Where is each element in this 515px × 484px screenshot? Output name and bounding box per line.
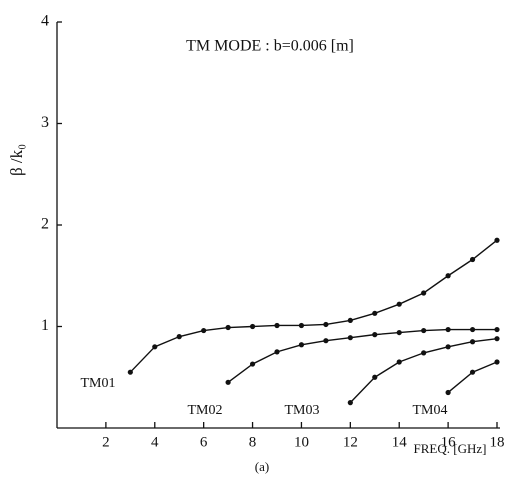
y-tick-label: 2 bbox=[41, 216, 49, 233]
series-label: TM03 bbox=[285, 403, 320, 418]
data-point bbox=[445, 326, 451, 333]
data-point bbox=[127, 369, 133, 375]
data-point bbox=[421, 290, 427, 296]
y-tick-label: 1 bbox=[41, 317, 49, 334]
data-point bbox=[347, 317, 353, 324]
data-point bbox=[469, 369, 476, 375]
x-tick-label: 6 bbox=[200, 434, 208, 450]
x-tick-label: 16 bbox=[441, 434, 457, 450]
series-line bbox=[227, 328, 497, 383]
x-tick-label: 2 bbox=[102, 434, 110, 450]
data-point bbox=[494, 326, 500, 333]
data-point bbox=[225, 379, 231, 385]
data-point bbox=[469, 339, 476, 345]
series-label: TM04 bbox=[413, 403, 448, 418]
y-tick-label: 4 bbox=[41, 13, 49, 30]
data-point bbox=[347, 400, 353, 406]
data-point bbox=[323, 338, 329, 344]
caption: (a) bbox=[255, 459, 269, 474]
data-point bbox=[274, 322, 280, 329]
data-point bbox=[152, 344, 158, 350]
y-axis-label: β /k₀ bbox=[7, 144, 26, 176]
data-point bbox=[445, 344, 451, 350]
data-point bbox=[372, 310, 378, 316]
data-point bbox=[494, 336, 500, 342]
x-tick-label: 18 bbox=[490, 434, 505, 450]
series-line bbox=[129, 239, 498, 373]
data-point bbox=[494, 237, 500, 243]
data-point bbox=[372, 332, 378, 338]
data-point bbox=[421, 327, 427, 334]
y-tick-label: 3 bbox=[41, 114, 49, 131]
x-tick-label: 12 bbox=[343, 434, 358, 450]
data-point bbox=[201, 327, 207, 334]
data-point bbox=[421, 350, 427, 356]
data-point bbox=[469, 256, 476, 263]
x-tick-label: 14 bbox=[392, 434, 408, 450]
data-point bbox=[396, 329, 402, 336]
x-tick-label: 8 bbox=[249, 434, 257, 450]
data-point bbox=[274, 349, 280, 355]
data-point bbox=[347, 335, 353, 341]
data-point bbox=[445, 389, 451, 396]
data-point bbox=[249, 323, 256, 330]
data-point bbox=[249, 361, 256, 367]
data-point bbox=[176, 334, 182, 340]
data-point bbox=[469, 326, 476, 333]
data-point bbox=[372, 374, 378, 380]
x-tick-label: 4 bbox=[151, 434, 159, 450]
x-axis-label: FREQ. [GHz] bbox=[414, 441, 487, 456]
data-point bbox=[396, 301, 402, 307]
data-point bbox=[323, 321, 329, 328]
data-point bbox=[494, 359, 500, 365]
data-point bbox=[298, 342, 305, 348]
data-point bbox=[225, 324, 231, 331]
data-point bbox=[445, 273, 451, 279]
series-label: TM02 bbox=[188, 403, 223, 418]
series-label: TM01 bbox=[81, 376, 116, 391]
data-point bbox=[396, 359, 402, 365]
data-point bbox=[298, 322, 305, 329]
x-tick-label: 10 bbox=[294, 434, 309, 450]
chart-title: TM MODE : b=0.006 [m] bbox=[186, 38, 354, 55]
series-line bbox=[447, 361, 498, 394]
